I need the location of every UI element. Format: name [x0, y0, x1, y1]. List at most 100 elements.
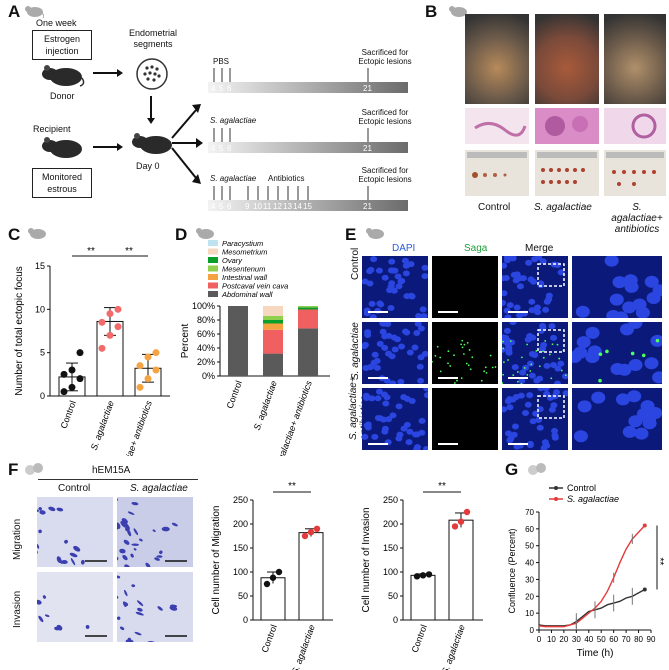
data-point: [76, 375, 84, 383]
sig-label: **: [654, 558, 665, 566]
arrow-down-icon: [147, 96, 155, 124]
micrograph-r1-c1: [432, 322, 498, 384]
legend-swatch: [208, 291, 218, 297]
x-tick-label: 50: [597, 635, 606, 644]
panel-label-f: F: [8, 460, 19, 479]
data-point: [457, 518, 465, 525]
y-tick-label: 20: [525, 592, 534, 601]
x-tick-label: Control: [59, 399, 78, 430]
data-point: [642, 587, 647, 592]
stack-segment: [298, 306, 318, 308]
divider: [38, 479, 198, 480]
he-section-abx: [604, 108, 666, 144]
sacrificed-label: Sacrificed for Ectopic lesions: [358, 48, 412, 66]
legend-swatch: [208, 274, 218, 280]
data-point: [307, 528, 315, 536]
stack-segment: [263, 329, 283, 354]
tick-label: 6: [227, 202, 232, 211]
tick-label: 5: [219, 84, 224, 93]
cell-line-label: hEM15A: [92, 465, 131, 476]
tick-label: 21: [363, 84, 372, 93]
y-tick-label: 200: [383, 519, 398, 529]
panel-label-a: A: [8, 2, 21, 21]
recipient-mouse-icon: [42, 137, 82, 158]
data-point: [144, 353, 152, 361]
x-tick-label: 10: [547, 635, 556, 644]
tick-label: 14: [293, 202, 302, 211]
data-point: [463, 508, 471, 516]
y-tick-label: 5: [40, 348, 45, 358]
sig-label: **: [125, 246, 133, 257]
tick-label: 5: [219, 202, 224, 211]
x-tick-label: 60: [609, 635, 618, 644]
x-tick-label: 90: [647, 635, 656, 644]
y-tick-label: 250: [233, 495, 248, 505]
y-tick-label: 15: [35, 261, 45, 271]
tick-label: 4: [211, 202, 216, 211]
x-tick-label: S. agalactiae: [290, 623, 317, 670]
tick-label: 4: [211, 84, 216, 93]
y-tick-label: 10: [525, 609, 534, 618]
x-tick-label: Control: [225, 379, 244, 410]
stack-segment: [298, 307, 318, 310]
data-point: [60, 388, 68, 396]
col-label: DAPI: [392, 243, 416, 254]
tick-label: 6: [227, 144, 232, 153]
monitored-box: Monitored estrous: [32, 168, 92, 198]
y-tick-label: 0%: [202, 371, 215, 381]
x-tick-label: 30: [572, 635, 581, 644]
mouse-icon: [25, 6, 44, 18]
row-label: Control: [350, 247, 361, 280]
y-tick-label: 150: [383, 543, 398, 553]
y-axis-label: Cell number of Migration: [211, 506, 222, 615]
col-label: Saga: [464, 243, 488, 254]
chart-f-migration: 0 50 100 150 200 250 Cell number of Migration C…: [211, 481, 333, 670]
y-tick-label: 20%: [197, 357, 215, 367]
tick-label: 12: [273, 202, 282, 211]
tick-label: 5: [219, 144, 224, 153]
data-point: [68, 366, 76, 374]
y-axis-label: Percent: [180, 324, 191, 359]
x-tick-label: 0: [537, 635, 542, 644]
sig-label: **: [438, 481, 446, 492]
data-point: [152, 349, 160, 357]
data-point: [413, 573, 421, 580]
stack-segment: [298, 309, 318, 329]
y-tick-label: 40%: [197, 343, 215, 353]
petri-dish-icon: [136, 58, 168, 90]
tick-label: 15: [303, 202, 312, 211]
row-label: Invasion: [12, 590, 23, 628]
y-tick-label: 50: [525, 542, 534, 551]
x-tick-label: 20: [559, 635, 568, 644]
mouse-icon: [449, 6, 467, 17]
x-tick-label: Control: [260, 623, 279, 654]
legend-label: Mesentenum: [222, 265, 265, 274]
row-label: Migration: [12, 518, 23, 560]
timeline-label: PBS: [213, 57, 230, 66]
data-point: [106, 331, 114, 339]
data-point: [68, 383, 76, 391]
data-point: [98, 318, 106, 326]
x-tick-label: 40: [584, 635, 593, 644]
x-tick-label: S. agalactiae: [440, 623, 467, 670]
legend-label: Postcaval vein cava: [222, 282, 288, 291]
tick-label: 11: [263, 202, 272, 211]
antibiotics-label: Antibiotics: [268, 174, 305, 183]
migration-control-image: [37, 497, 113, 567]
tick-label: 6: [227, 84, 232, 93]
mouse-icon: [366, 228, 384, 239]
data-point: [76, 349, 84, 357]
tick-label: 4: [211, 144, 216, 153]
series-line: [538, 588, 646, 627]
data-point: [301, 532, 309, 540]
y-tick-label: 200: [233, 519, 248, 529]
y-tick-label: 50: [238, 591, 248, 601]
data-point: [275, 568, 283, 576]
micrograph-r0-c0: [362, 256, 428, 318]
data-point: [114, 323, 122, 331]
legend-label: Paracystium: [222, 239, 263, 248]
stack-segment: [263, 306, 283, 316]
timeline-label: S. agalactiae: [210, 116, 257, 125]
cells-icon: [25, 463, 43, 475]
